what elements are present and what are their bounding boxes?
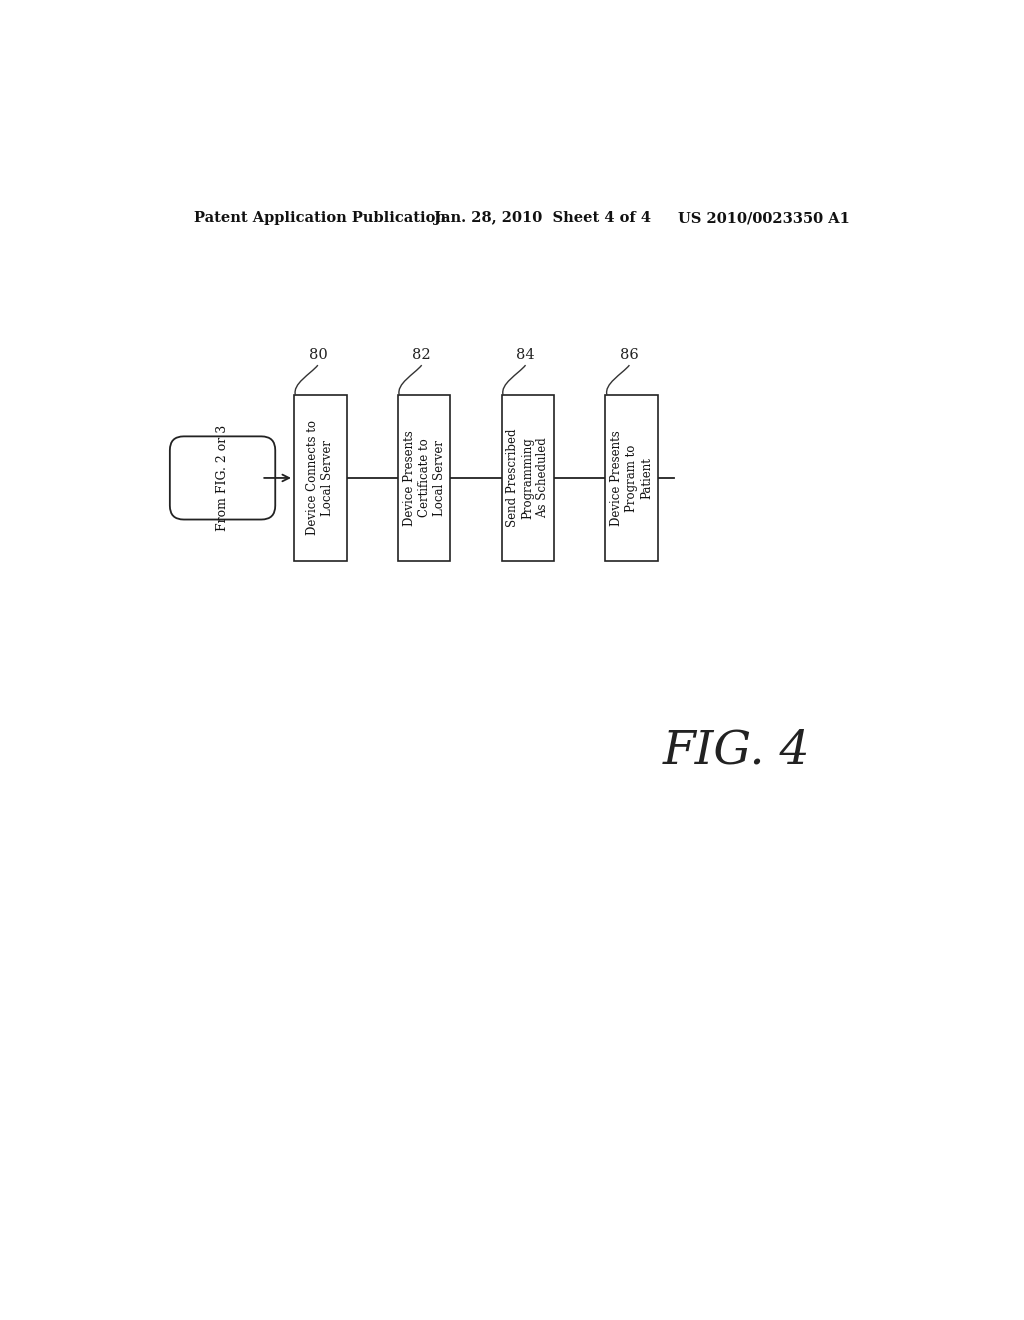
Bar	[605, 395, 658, 561]
Text: Patent Application Publication: Patent Application Publication	[194, 211, 445, 226]
Text: FIG. 4: FIG. 4	[663, 729, 810, 774]
Text: 80: 80	[308, 348, 328, 362]
Text: Jan. 28, 2010  Sheet 4 of 4: Jan. 28, 2010 Sheet 4 of 4	[434, 211, 651, 226]
Text: Device Presents
Program to
Patient: Device Presents Program to Patient	[610, 430, 653, 525]
Bar	[502, 395, 554, 561]
Text: Device Connects to
Local Server: Device Connects to Local Server	[306, 421, 334, 536]
Text: US 2010/0023350 A1: US 2010/0023350 A1	[678, 211, 850, 226]
Bar	[294, 395, 346, 561]
Text: 84: 84	[516, 348, 535, 362]
Text: 86: 86	[621, 348, 639, 362]
Text: Send Prescribed
Programming
As Scheduled: Send Prescribed Programming As Scheduled	[507, 429, 550, 527]
Text: From FIG. 2 or 3: From FIG. 2 or 3	[216, 425, 229, 531]
Text: Device Presents
Certificate to
Local Server: Device Presents Certificate to Local Ser…	[402, 430, 445, 525]
Text: 82: 82	[413, 348, 431, 362]
FancyBboxPatch shape	[170, 437, 275, 520]
Bar	[397, 395, 451, 561]
